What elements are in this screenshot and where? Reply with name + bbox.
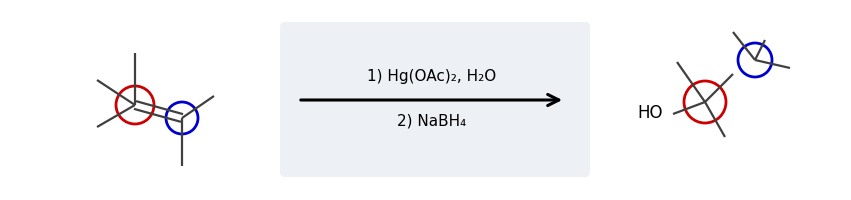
FancyBboxPatch shape — [280, 23, 590, 177]
Text: HO: HO — [637, 103, 663, 121]
Text: 2) NaBH₄: 2) NaBH₄ — [397, 113, 466, 128]
Text: 1) Hg(OAc)₂, H₂O: 1) Hg(OAc)₂, H₂O — [367, 69, 496, 84]
